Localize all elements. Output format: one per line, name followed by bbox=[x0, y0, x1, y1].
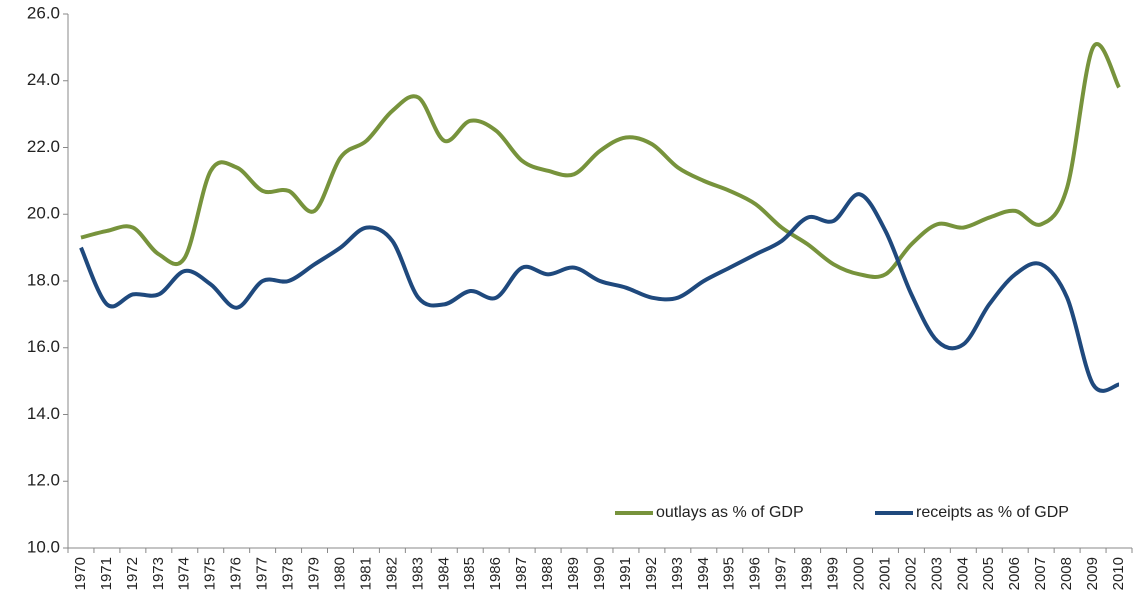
y-tick-label: 10.0 bbox=[27, 537, 60, 556]
x-tick-label: 1971 bbox=[98, 557, 115, 590]
y-tick-label: 18.0 bbox=[27, 270, 60, 289]
y-tick-label: 24.0 bbox=[27, 70, 60, 89]
x-tick-label: 1998 bbox=[799, 557, 816, 590]
x-tick-label: 2001 bbox=[876, 557, 893, 590]
x-tick-label: 1990 bbox=[591, 557, 608, 590]
x-tick-label: 1986 bbox=[487, 557, 504, 590]
y-tick-label: 22.0 bbox=[27, 137, 60, 156]
legend-label: outlays as % of GDP bbox=[656, 504, 804, 521]
x-tick-label: 1973 bbox=[150, 557, 167, 590]
x-tick-label: 1970 bbox=[72, 557, 89, 590]
x-tick-label: 1984 bbox=[435, 557, 452, 590]
legend-label: receipts as % of GDP bbox=[916, 504, 1069, 521]
x-tick-label: 1974 bbox=[176, 557, 193, 590]
x-tick-label: 1976 bbox=[228, 557, 245, 590]
x-tick-label: 2009 bbox=[1084, 557, 1101, 590]
x-tick-label: 1972 bbox=[124, 557, 141, 590]
x-tick-label: 1981 bbox=[357, 557, 374, 590]
y-tick-label: 14.0 bbox=[27, 404, 60, 423]
x-tick-label: 2007 bbox=[1032, 557, 1049, 590]
x-tick-label: 1987 bbox=[513, 557, 530, 590]
y-tick-label: 16.0 bbox=[27, 337, 60, 356]
x-tick-label: 2002 bbox=[902, 557, 919, 590]
x-tick-label: 2004 bbox=[954, 557, 971, 590]
x-tick-label: 2010 bbox=[1110, 557, 1127, 590]
series-line bbox=[80, 42, 1121, 279]
x-tick-label: 2000 bbox=[850, 557, 867, 590]
x-tick-label: 1993 bbox=[669, 557, 686, 590]
x-tick-label: 1994 bbox=[695, 557, 712, 590]
y-tick-label: 26.0 bbox=[27, 3, 60, 22]
x-tick-label: 1980 bbox=[331, 557, 348, 590]
y-tick-label: 20.0 bbox=[27, 204, 60, 223]
x-tick-label: 2006 bbox=[1006, 557, 1023, 590]
x-tick-label: 1992 bbox=[643, 557, 660, 590]
x-tick-label: 1989 bbox=[565, 557, 582, 590]
x-tick-label: 1977 bbox=[254, 557, 271, 590]
x-tick-label: 1991 bbox=[617, 557, 634, 590]
series-line bbox=[79, 192, 1120, 393]
x-tick-label: 1975 bbox=[202, 557, 219, 590]
y-tick-label: 12.0 bbox=[27, 471, 60, 490]
x-tick-label: 1997 bbox=[773, 557, 790, 590]
x-tick-label: 1999 bbox=[825, 557, 842, 590]
x-tick-label: 1979 bbox=[306, 557, 323, 590]
x-tick-label: 2008 bbox=[1058, 557, 1075, 590]
x-tick-label: 1985 bbox=[461, 557, 478, 590]
x-tick-label: 1996 bbox=[747, 557, 764, 590]
x-tick-label: 1978 bbox=[280, 557, 297, 590]
x-tick-label: 1983 bbox=[409, 557, 426, 590]
x-tick-label: 1995 bbox=[721, 557, 738, 590]
x-tick-label: 2005 bbox=[980, 557, 997, 590]
x-tick-label: 1988 bbox=[539, 557, 556, 590]
x-tick-label: 2003 bbox=[928, 557, 945, 590]
x-tick-label: 1982 bbox=[383, 557, 400, 590]
